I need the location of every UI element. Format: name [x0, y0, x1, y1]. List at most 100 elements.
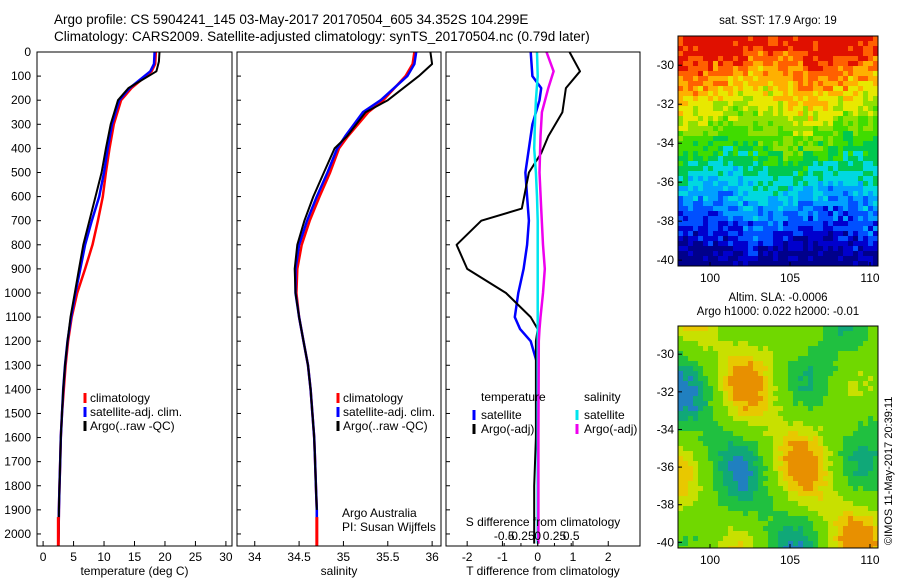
map-cell — [853, 466, 859, 472]
map-cell — [803, 446, 809, 452]
map-cell — [773, 396, 779, 402]
map-cell — [688, 211, 694, 217]
map-cell — [683, 326, 689, 332]
map-cell — [773, 46, 779, 52]
map-cell — [873, 221, 878, 227]
map-cell — [708, 226, 714, 232]
map-cell — [838, 81, 844, 87]
map-cell — [738, 226, 744, 232]
map-cell — [773, 411, 779, 417]
panel-frame — [445, 51, 641, 547]
legend-label: satellite — [481, 408, 522, 422]
map-cell — [783, 41, 789, 47]
map-cell — [798, 206, 804, 212]
map-cell — [748, 516, 754, 522]
map-cell — [788, 56, 794, 62]
map-cell — [798, 331, 804, 337]
map-cell — [763, 231, 769, 237]
map-cell — [708, 66, 714, 72]
map-cell — [828, 491, 834, 497]
x-tick-label: 20 — [158, 550, 172, 564]
map-cell — [713, 71, 719, 77]
map-cell — [798, 101, 804, 107]
map-cell — [873, 396, 878, 402]
map-cell — [793, 381, 799, 387]
map-cell — [703, 106, 709, 112]
map-cell — [698, 506, 704, 512]
map-cell — [803, 416, 809, 422]
map-cell — [848, 456, 854, 462]
map-cell — [758, 326, 764, 332]
map-cell — [863, 226, 869, 232]
map-cell — [713, 441, 719, 447]
map-cell — [808, 501, 814, 507]
map-cell — [708, 101, 714, 107]
map-cell — [758, 506, 764, 512]
map-cell — [778, 526, 784, 532]
map-cell — [728, 366, 734, 372]
map-cell — [758, 256, 764, 262]
map-cell — [693, 441, 699, 447]
map-cell — [743, 106, 749, 112]
map-cell — [778, 51, 784, 57]
map-cell — [873, 161, 878, 167]
map-cell — [773, 446, 779, 452]
map-cell — [873, 406, 878, 412]
map-cell — [718, 521, 724, 527]
map-cell — [683, 446, 689, 452]
map-cell — [838, 246, 844, 252]
map-cell — [863, 206, 869, 212]
map-cell — [838, 261, 844, 266]
map-cell — [783, 396, 789, 402]
map-cell — [793, 161, 799, 167]
map-cell — [713, 176, 719, 182]
map-cell — [788, 46, 794, 52]
map-cell — [723, 376, 729, 382]
map-cell — [723, 531, 729, 537]
map-cell — [793, 376, 799, 382]
map-cell — [743, 136, 749, 142]
y-tick-label: 300 — [11, 117, 31, 131]
map-cell — [808, 51, 814, 57]
map-cell — [813, 81, 819, 87]
map-cell — [788, 391, 794, 397]
map-cell — [763, 141, 769, 147]
map-cell — [768, 411, 774, 417]
map-cell — [753, 426, 759, 432]
map-cell — [758, 71, 764, 77]
map-cell — [803, 156, 809, 162]
map-cell — [743, 436, 749, 442]
map-cell — [853, 461, 859, 467]
map-cell — [748, 356, 754, 362]
map-cell — [868, 66, 874, 72]
map-cell — [858, 181, 864, 187]
map-cell — [753, 436, 759, 442]
map-cell — [708, 446, 714, 452]
map-cell — [813, 201, 819, 207]
map-cell — [773, 111, 779, 117]
map-cell — [688, 66, 694, 72]
map-cell — [723, 261, 729, 266]
map-cell — [868, 96, 874, 102]
map-cell — [803, 381, 809, 387]
map-cell — [698, 231, 704, 237]
map-cell — [808, 456, 814, 462]
map-cell — [828, 211, 834, 217]
map-cell — [843, 516, 849, 522]
map-cell — [838, 496, 844, 502]
map-cell — [793, 86, 799, 92]
map-cell — [793, 516, 799, 522]
map-cell — [693, 386, 699, 392]
y-tick-label: 700 — [11, 214, 31, 228]
map-cell — [833, 486, 839, 492]
map-cell — [868, 201, 874, 207]
map-cell — [708, 521, 714, 527]
map-cell — [678, 381, 684, 387]
map-cell — [773, 126, 779, 132]
map-cell — [858, 86, 864, 92]
s-tick-label: 0 — [534, 529, 541, 543]
map-cell — [708, 531, 714, 537]
map-cell — [858, 371, 864, 377]
map-cell — [783, 536, 789, 542]
map-cell — [828, 381, 834, 387]
